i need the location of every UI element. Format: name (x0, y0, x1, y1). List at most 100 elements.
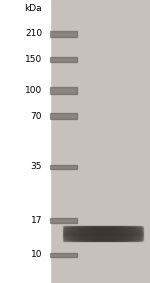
Bar (125, 226, 126, 241)
Bar (81, 226, 82, 241)
Bar (64, 226, 65, 241)
Text: 17: 17 (30, 216, 42, 225)
Bar (63, 226, 142, 227)
Bar (77, 226, 78, 241)
Bar (115, 226, 116, 241)
Bar (63, 226, 64, 241)
Bar (63, 239, 142, 240)
Bar (90, 226, 91, 241)
Bar (119, 226, 120, 241)
Bar (116, 226, 117, 241)
Bar (66, 226, 67, 241)
Bar (97, 226, 98, 241)
Bar (123, 226, 124, 241)
Bar (74, 226, 75, 241)
Bar (85, 226, 86, 241)
Bar (73, 226, 74, 241)
Bar (50, 253, 76, 257)
Text: 10: 10 (30, 250, 42, 259)
Bar (96, 226, 97, 241)
Bar (112, 226, 113, 241)
Bar (101, 226, 102, 241)
Bar (50, 31, 76, 37)
Bar (134, 226, 135, 241)
Bar (118, 226, 119, 241)
Bar (136, 226, 137, 241)
Bar (108, 226, 109, 241)
Bar (63, 230, 142, 231)
Bar (63, 227, 142, 228)
Text: 150: 150 (25, 55, 42, 64)
Bar (113, 226, 114, 241)
Bar (67, 226, 68, 241)
Bar (122, 226, 123, 241)
Bar (63, 225, 142, 226)
Bar (82, 226, 83, 241)
Bar (80, 226, 81, 241)
Text: kDa: kDa (24, 4, 42, 13)
Bar (91, 226, 92, 241)
Bar (89, 226, 90, 241)
Bar (92, 226, 93, 241)
Bar (63, 237, 142, 238)
Bar (132, 226, 134, 241)
Bar (99, 226, 100, 241)
Bar (72, 226, 73, 241)
Bar (65, 226, 66, 241)
Bar (131, 226, 132, 241)
Bar (69, 226, 70, 241)
Bar (109, 226, 110, 241)
Bar (63, 228, 142, 229)
Bar (83, 226, 84, 241)
Bar (63, 235, 142, 236)
Bar (50, 218, 76, 223)
Bar (87, 226, 88, 241)
Bar (70, 226, 71, 241)
Bar (98, 226, 99, 241)
Bar (94, 226, 95, 241)
Bar (86, 226, 87, 241)
Bar (63, 238, 142, 239)
Bar (103, 226, 104, 241)
Bar (104, 226, 105, 241)
Bar (126, 226, 127, 241)
Bar (63, 236, 142, 237)
Bar (93, 226, 94, 241)
Bar (106, 226, 107, 241)
Bar (128, 226, 129, 241)
Bar (63, 234, 142, 235)
Bar (50, 57, 76, 62)
Bar (114, 226, 115, 241)
Bar (135, 226, 137, 241)
Bar (138, 226, 140, 241)
Bar (141, 226, 142, 241)
Bar (63, 240, 142, 241)
Bar (105, 226, 106, 241)
Text: 210: 210 (25, 29, 42, 38)
Text: 70: 70 (30, 112, 42, 121)
Bar (129, 226, 130, 241)
Bar (120, 226, 121, 241)
Bar (63, 233, 142, 234)
Bar (75, 226, 76, 241)
Bar (137, 226, 138, 241)
Bar (50, 113, 76, 119)
Bar (107, 226, 108, 241)
Bar (63, 229, 142, 230)
Bar (127, 226, 128, 241)
Bar (76, 226, 77, 241)
Bar (142, 226, 144, 241)
Text: 100: 100 (25, 86, 42, 95)
Bar (95, 226, 96, 241)
Bar (63, 231, 142, 232)
Text: 35: 35 (30, 162, 42, 171)
Bar (124, 226, 125, 241)
Bar (50, 87, 76, 94)
Bar (117, 226, 118, 241)
Bar (88, 226, 89, 241)
Bar (130, 226, 131, 241)
Bar (78, 226, 79, 241)
Bar (102, 226, 103, 241)
Bar (100, 226, 101, 241)
Bar (84, 226, 85, 241)
